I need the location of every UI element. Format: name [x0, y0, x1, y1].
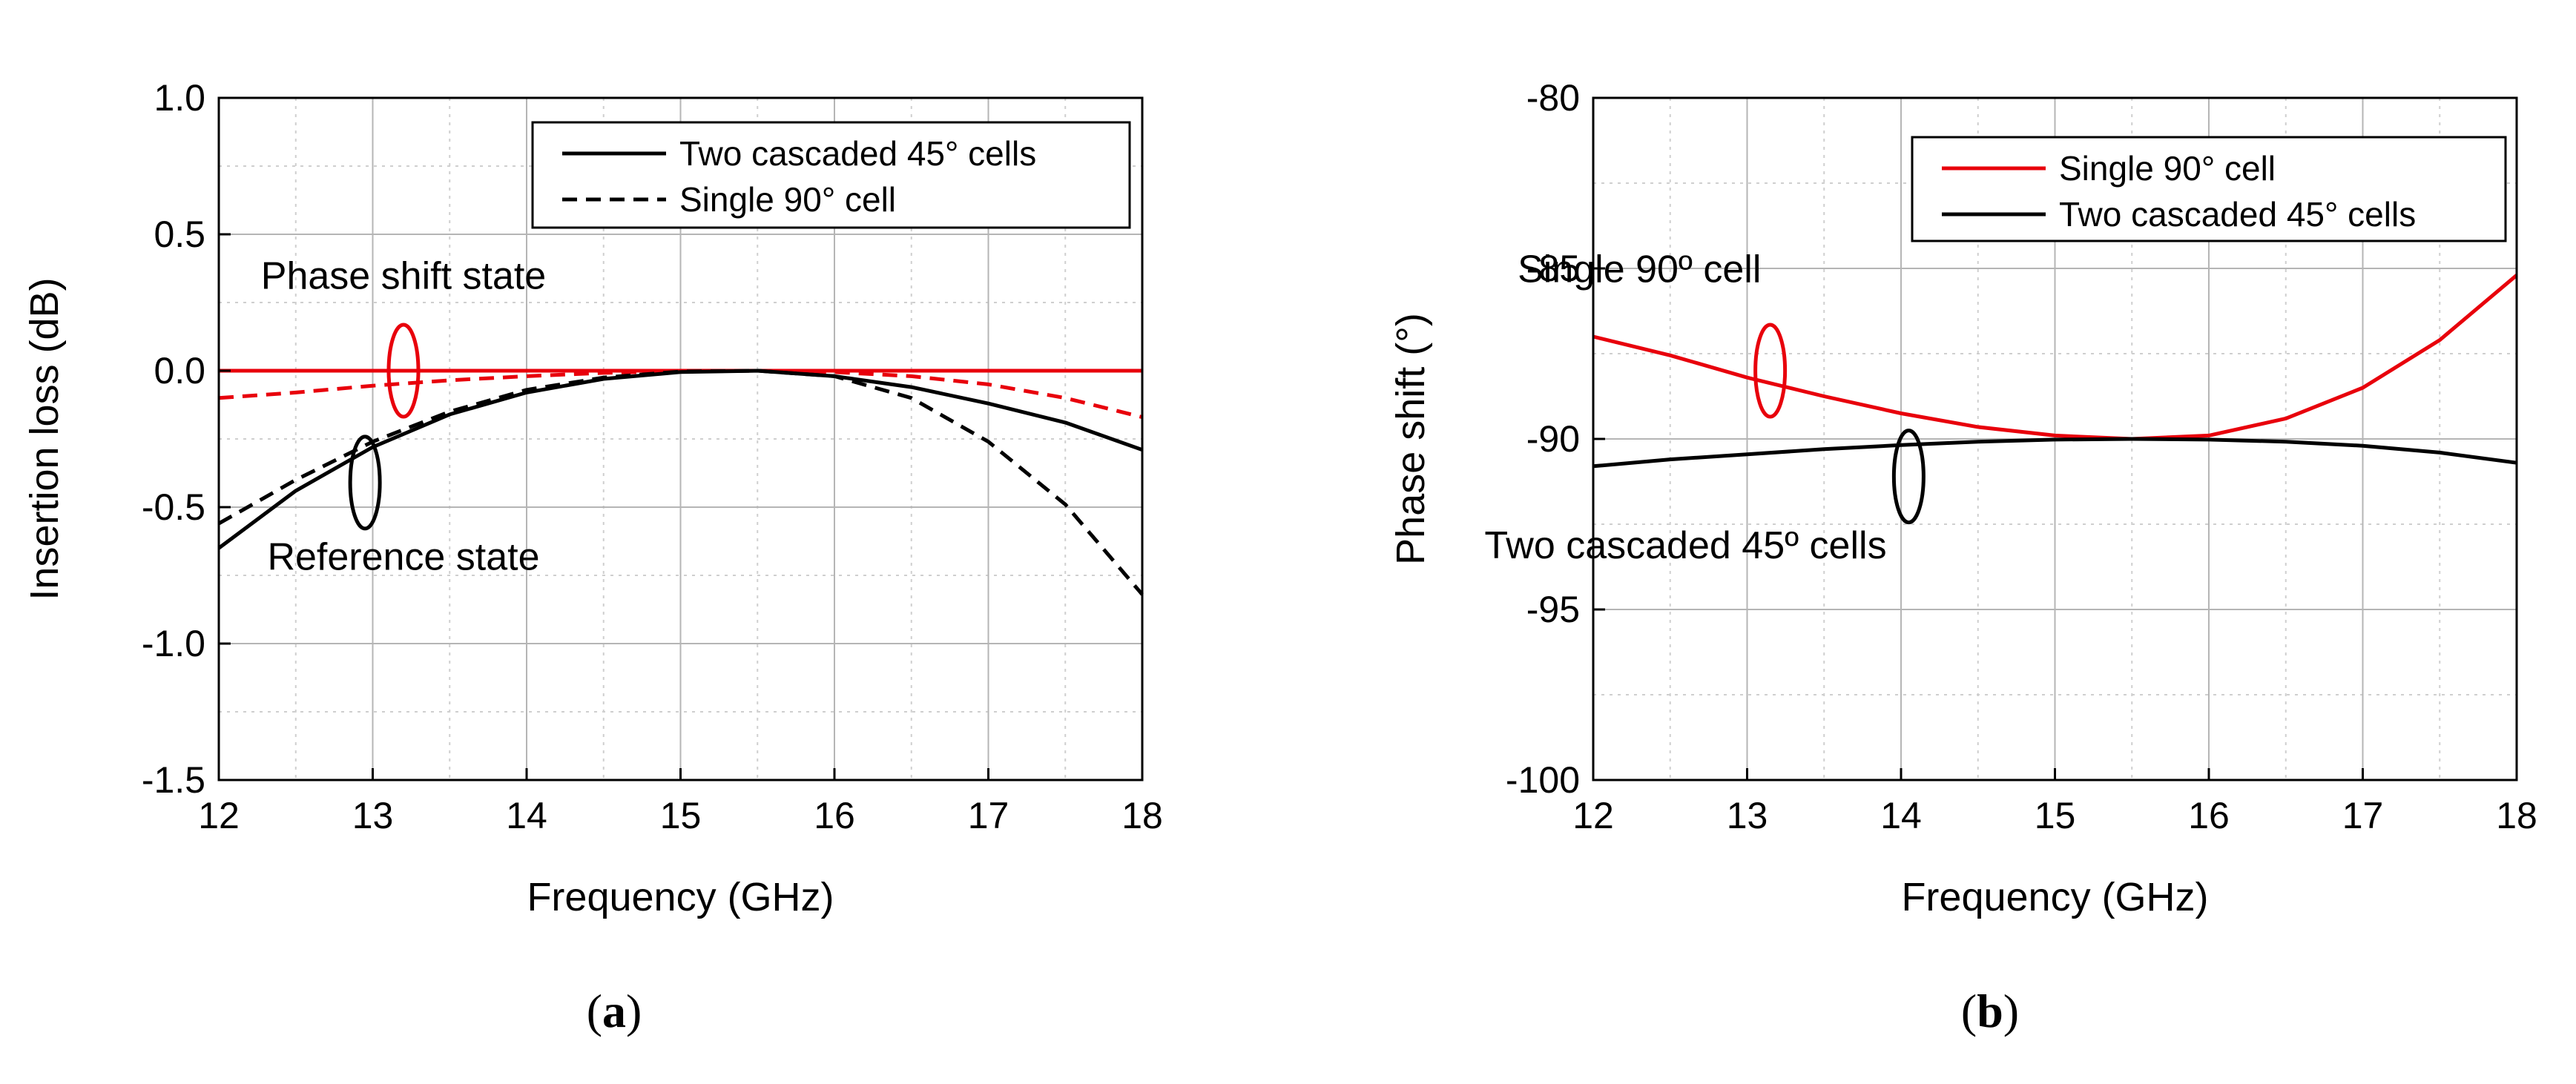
y-axis-label: Insertion loss (dB) — [22, 277, 67, 600]
x-tick-label: 15 — [660, 795, 702, 836]
annotation-ellipse — [348, 434, 382, 531]
y-tick-label: -1.5 — [142, 759, 205, 801]
x-axis-label: Frequency (GHz) — [1901, 875, 2208, 919]
y-tick-label: -80 — [1526, 77, 1580, 119]
x-tick-label: 18 — [2496, 795, 2537, 836]
annotation-text: Two cascaded 45º cells — [1484, 524, 1886, 567]
x-tick-label: 12 — [198, 795, 240, 836]
legend-entry: Single 90° cell — [679, 180, 896, 219]
annotation-ellipse — [1753, 323, 1788, 419]
caption-b: (b) — [1961, 985, 2019, 1037]
x-tick-label: 12 — [1572, 795, 1614, 836]
y-tick-label: -90 — [1526, 418, 1580, 460]
legend-entry: Single 90° cell — [2059, 149, 2276, 188]
annotation-ellipse — [1891, 429, 1926, 525]
legend-box — [531, 121, 1131, 229]
series-line-1 — [1592, 274, 2518, 441]
x-tick-label: 17 — [968, 795, 1009, 836]
series-line-2 — [1592, 437, 2517, 469]
x-tick-label: 13 — [352, 795, 394, 836]
annotation-text: Reference state — [267, 536, 539, 579]
x-tick-label: 14 — [1880, 795, 1922, 836]
y-tick-label: -100 — [1506, 759, 1580, 801]
y-tick-label: 0.5 — [154, 214, 205, 255]
x-axis-label: Frequency (GHz) — [527, 875, 834, 919]
y-tick-label: 1.0 — [154, 77, 205, 119]
x-tick-label: 16 — [2188, 795, 2230, 836]
y-axis-label: Phase shift (°) — [1389, 313, 1433, 565]
x-tick-label: 17 — [2342, 795, 2384, 836]
y-tick-label: -1.0 — [142, 623, 205, 664]
y-tick-label: -0.5 — [142, 486, 205, 528]
panel-a: 12 13 14 15 16 17 18 1.0 0.5 0.0 -0.5 -1.0 -1.5 Frequ… — [22, 77, 1163, 919]
y-tick-label: 0.0 — [154, 350, 205, 391]
x-tick-label: 18 — [1121, 795, 1163, 836]
y-tick-label: -85 — [1526, 248, 1580, 289]
legend-entry: Two cascaded 45° cells — [2059, 195, 2416, 234]
annotation-text: Single 90º cell — [1518, 248, 1761, 291]
legend-entry: Two cascaded 45° cells — [679, 134, 1036, 173]
x-tick-label: 15 — [2035, 795, 2076, 836]
annotation-ellipse — [386, 323, 421, 419]
y-tick-label: -95 — [1526, 589, 1580, 630]
x-tick-label: 16 — [814, 795, 855, 836]
panel-b: 12 13 14 15 16 17 18 -80 -85 -90 -95 -100 Frequency … — [1389, 77, 2537, 919]
caption-a: (a) — [587, 985, 642, 1037]
legend-box — [1911, 136, 2507, 242]
x-tick-label: 13 — [1727, 795, 1768, 836]
annotation-text: Phase shift state — [261, 255, 546, 298]
x-tick-label: 14 — [506, 795, 547, 836]
